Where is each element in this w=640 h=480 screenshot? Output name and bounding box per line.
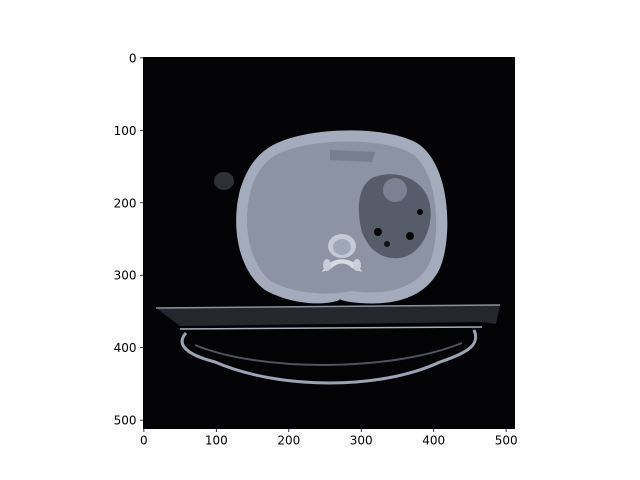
artifact <box>214 172 234 190</box>
stomach-content <box>383 178 407 202</box>
x-tick-label: 200 <box>277 434 300 448</box>
x-tick-label: 100 <box>205 434 228 448</box>
axes-frame <box>143 57 515 429</box>
y-tick-label: 300 <box>114 269 137 283</box>
couch <box>180 329 477 385</box>
organ <box>330 150 375 162</box>
x-tick-label: 400 <box>422 434 445 448</box>
y-tick-label: 400 <box>114 341 137 355</box>
gas <box>406 232 414 240</box>
couch-inner <box>194 342 463 366</box>
rib <box>323 259 331 271</box>
x-tick-label: 500 <box>495 434 518 448</box>
table-top <box>156 305 500 326</box>
y-tick-label: 200 <box>114 196 137 210</box>
y-tick-label: 500 <box>114 414 137 428</box>
table-edge <box>155 304 501 309</box>
y-tick-label: 0 <box>129 51 137 65</box>
rib <box>353 259 361 271</box>
x-tick-label: 0 <box>140 434 148 448</box>
vertebra-body <box>333 239 351 255</box>
spinal-arch <box>322 259 362 272</box>
gas <box>417 209 423 215</box>
y-tick-label: 100 <box>114 124 137 138</box>
x-tick-label: 300 <box>350 434 373 448</box>
table-edge <box>179 326 483 330</box>
gas <box>374 228 382 236</box>
gas <box>384 241 390 247</box>
ct-image <box>143 57 515 429</box>
